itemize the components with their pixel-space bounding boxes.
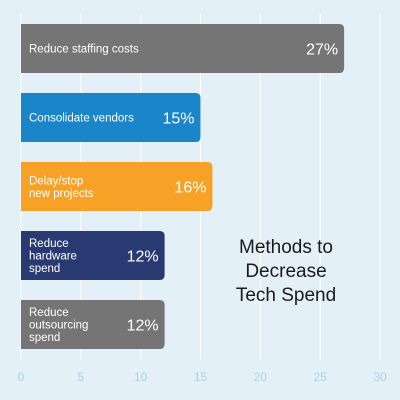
bar-5-category-label-line-1: Reduce — [29, 307, 69, 319]
x-tick-label-25: 25 — [313, 370, 327, 384]
bar-5-category-label-line-3: spend — [29, 332, 60, 344]
bar-4-category-label-line-1: Reduce — [29, 238, 69, 250]
x-tick-label-15: 15 — [194, 370, 208, 384]
bar-3-category-label-line-1: Delay/stop — [29, 175, 83, 187]
bar-3-category-label-line-2: new projects — [29, 188, 94, 200]
chart-title-line-1: Methods to — [239, 237, 333, 258]
bar-1-category-label-line-1: Reduce staffing costs — [29, 44, 139, 56]
x-tick-label-10: 10 — [134, 370, 148, 384]
bar-4-value-label: 12% — [127, 249, 159, 266]
x-tick-label-5: 5 — [77, 370, 84, 384]
bar-4-category-label-line-2: hardware — [29, 251, 77, 263]
bar-5-category-label-line-2: outsourcing — [29, 320, 88, 332]
bar-1-value-label: 27% — [306, 42, 338, 59]
x-tick-label-0: 0 — [18, 370, 25, 384]
chart-title: Methods to Decrease Tech Spend — [222, 236, 350, 308]
bar-4-category-label-line-3: spend — [29, 263, 60, 275]
chart-title-line-2: Decrease — [245, 261, 327, 282]
bar-2-value-label: 15% — [162, 111, 194, 128]
bar-3-value-label: 16% — [174, 180, 206, 197]
bar-5-value-label: 12% — [127, 318, 159, 335]
bar-4 — [21, 231, 165, 280]
x-tick-label-30: 30 — [373, 370, 387, 384]
bar-5 — [21, 300, 165, 349]
chart-title-line-3: Tech Spend — [235, 285, 337, 306]
bar-2 — [21, 93, 201, 142]
bar-2-category-label-line-1: Consolidate vendors — [29, 113, 134, 125]
bar-3 — [21, 162, 213, 211]
x-tick-label-20: 20 — [254, 370, 268, 384]
bar-1 — [21, 24, 345, 73]
